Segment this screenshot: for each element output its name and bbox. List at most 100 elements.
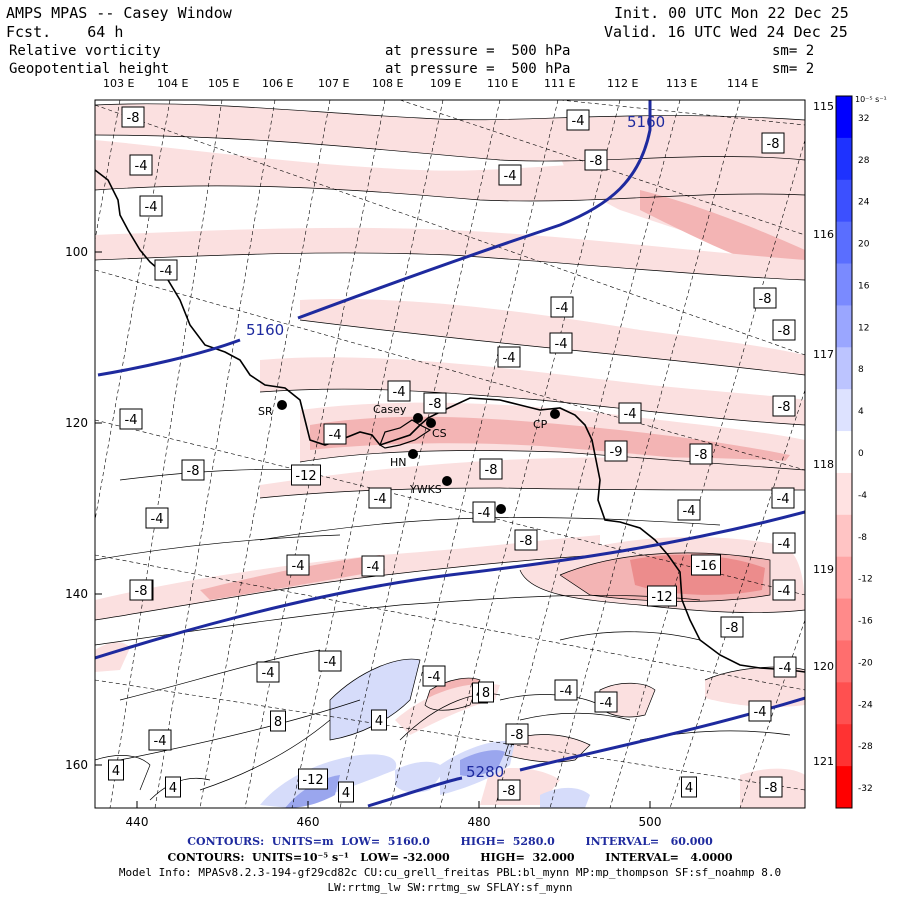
vort-label: -8 xyxy=(778,400,791,415)
vort-label-box xyxy=(772,532,796,554)
colorbar-tick-label: -12 xyxy=(858,575,873,585)
vort-label: -4 xyxy=(428,670,441,685)
colorbar-swatch xyxy=(836,556,852,600)
vort-label: -8 xyxy=(759,292,772,307)
vort-label-box xyxy=(270,710,286,732)
vort-label: -4 xyxy=(374,492,387,507)
valid-time: Valid. 16 UTC Wed 24 Dec 25 xyxy=(604,23,848,41)
vort-label-box xyxy=(761,132,785,154)
stations xyxy=(277,400,560,514)
vort-label-box xyxy=(691,554,721,576)
colorbar-swatch xyxy=(836,96,852,139)
forecast-hour: Fcst. 64 h xyxy=(6,23,124,41)
vort-label-box xyxy=(119,408,143,430)
y-tick-label: 100 xyxy=(65,245,88,259)
vort-label-box xyxy=(108,759,124,781)
vort-label: -12 xyxy=(651,590,672,605)
vort-label-box xyxy=(291,464,321,486)
vort-label: -4 xyxy=(778,537,791,552)
colorbar-swatch xyxy=(836,347,852,390)
map-svg: SR Casey CS CP HN YWKS DA 5160 5160 5280… xyxy=(65,95,887,829)
vort-label: -8 xyxy=(778,324,791,339)
y-axis-labels: 100 120 140 160 xyxy=(65,245,88,772)
coastline-inlet xyxy=(379,419,432,449)
vort-label: -8 xyxy=(187,464,200,479)
vort-label: -16 xyxy=(695,559,716,574)
vort-label: -4 xyxy=(556,301,569,316)
vort-label-box xyxy=(497,779,521,801)
vort-label: -4 xyxy=(572,114,585,129)
colorbar-tick-label: 12 xyxy=(858,323,869,333)
y-axis-ticks xyxy=(95,251,651,808)
x-tick-label: 440 xyxy=(126,815,149,829)
vort-label-box xyxy=(771,487,795,509)
vort-label: -4 xyxy=(135,159,148,174)
vort-label: -4 xyxy=(555,337,568,352)
vort-label: 4 xyxy=(169,781,177,796)
height-label: 5280 xyxy=(466,763,504,781)
field2-name: Geopotential height xyxy=(9,61,170,77)
vort-label-box xyxy=(753,287,777,309)
colorbar-tick-label: 16 xyxy=(858,281,870,291)
colorbar-tick-label: -20 xyxy=(858,658,873,668)
field1-smooth: sm= 2 xyxy=(772,43,815,59)
field2-pressure: at pressure = 500 hPa xyxy=(385,61,571,77)
vort-label-box xyxy=(514,529,538,551)
colorbar-swatch xyxy=(836,724,852,767)
station-label: SR xyxy=(258,405,273,418)
vort-label-box xyxy=(145,507,169,529)
vort-label-box xyxy=(361,555,385,577)
vort-label-box xyxy=(121,106,145,128)
station-label: Casey xyxy=(373,403,407,416)
y-tick-label: 120 xyxy=(65,416,88,430)
field1-pressure: at pressure = 500 hPa xyxy=(385,43,571,59)
vort-label-box xyxy=(165,776,181,798)
vort-label: -8 xyxy=(765,781,778,796)
colorbar-swatch xyxy=(836,305,852,348)
vort-label-box xyxy=(505,723,529,745)
station-dot-casey xyxy=(413,413,423,423)
x-axis-labels: 440 460 480 500 xyxy=(126,815,662,829)
vort-label: -4 xyxy=(324,655,337,670)
colorbar-tick-label: 32 xyxy=(858,114,869,124)
vort-label: 8 xyxy=(274,715,282,730)
lon-label: 111 E xyxy=(544,77,576,90)
vort-label: -4 xyxy=(754,705,767,720)
vort-label: 4 xyxy=(342,786,350,801)
vort-label-box xyxy=(286,554,310,576)
height-labels: 5160 5160 5280 xyxy=(246,113,665,781)
vort-label: -4 xyxy=(262,666,275,681)
vort-label: -8 xyxy=(695,448,708,463)
vort-label: -4 xyxy=(777,492,790,507)
station-labels: SR Casey CS CP HN YWKS DA xyxy=(258,403,548,523)
vort-label: -8 xyxy=(511,728,524,743)
vort-label-box xyxy=(689,443,713,465)
vort-label: -8 xyxy=(127,111,140,126)
init-time: Init. 00 UTC Mon 22 Dec 25 xyxy=(614,4,849,22)
lon-label: 105 E xyxy=(208,77,240,90)
vort-label-box xyxy=(772,395,796,417)
station-label: CP xyxy=(533,418,548,431)
vort-label: -4 xyxy=(600,696,613,711)
vort-label-box xyxy=(497,346,521,368)
colorbar-units: 10⁻⁵ s⁻¹ xyxy=(855,95,887,104)
model-title: AMPS MPAS -- Casey Window xyxy=(6,4,232,22)
vort-label: -8 xyxy=(485,463,498,478)
colorbar-swatch xyxy=(836,431,852,474)
vort-label-box xyxy=(677,499,701,521)
colorbar: 32 28 24 20 16 12 8 4 0 -4 -8 -12 -16 -20 -24 -28 -32 xyxy=(835,95,873,809)
footer-physics: LW:rrtmg_lw SW:rrtmg_sw SFLAY:sf_mynn xyxy=(327,881,573,894)
vort-label-box xyxy=(584,149,608,171)
colorbar-swatch xyxy=(836,640,852,683)
colorbar-frame xyxy=(835,95,853,809)
lon-label: 114 E xyxy=(727,77,759,90)
vort-label: -4 xyxy=(683,504,696,519)
vort-label-box xyxy=(479,458,503,480)
station-dot-hn xyxy=(408,449,418,459)
vort-label-box xyxy=(387,380,411,402)
footer-model-info: Model Info: MPASv8.2.3-194-gf29cd82c CU:… xyxy=(118,866,782,879)
colorbar-tick-label: 24 xyxy=(858,198,870,208)
lon-label: 107 E xyxy=(318,77,350,90)
vort-label: -4 xyxy=(125,413,138,428)
